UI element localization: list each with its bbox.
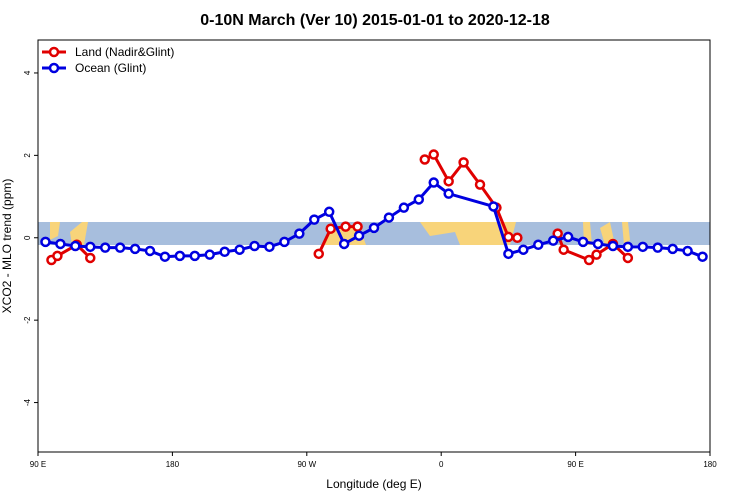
- point: [114, 242, 126, 253]
- point: [219, 246, 230, 258]
- point: [129, 243, 141, 255]
- point: [52, 250, 63, 262]
- point: [558, 244, 569, 255]
- point: [512, 232, 523, 244]
- point: [667, 243, 678, 255]
- point: [340, 221, 351, 232]
- point: [40, 236, 51, 248]
- x-tick-label: 0: [439, 460, 444, 469]
- x-tick-label: 90 E: [567, 460, 583, 469]
- x-tick-label: 180: [166, 460, 180, 469]
- point: [413, 194, 425, 205]
- point: [637, 241, 649, 253]
- y-tick-label: -4: [23, 398, 32, 406]
- x-axis-label: Longitude (deg E): [326, 477, 421, 491]
- point: [443, 176, 454, 187]
- point: [503, 248, 514, 260]
- point: [622, 241, 634, 253]
- y-tick-label: -2: [23, 316, 32, 324]
- point: [353, 230, 365, 241]
- point: [85, 241, 96, 253]
- point: [204, 249, 215, 260]
- y-tick-label: 2: [23, 153, 32, 158]
- point: [70, 240, 81, 252]
- point: [352, 221, 363, 232]
- point: [562, 231, 574, 243]
- point: [159, 251, 171, 262]
- point: [249, 240, 260, 252]
- point: [99, 242, 111, 253]
- point: [174, 250, 186, 262]
- point: [383, 212, 395, 223]
- point: [323, 206, 335, 218]
- x-tick-label: 90 W: [297, 460, 316, 469]
- point: [547, 235, 559, 246]
- y-tick-label: 0: [23, 235, 32, 240]
- x-tick-label: 180: [703, 460, 717, 469]
- point: [325, 223, 336, 234]
- legend-marker: [48, 62, 60, 74]
- point: [338, 238, 350, 250]
- point: [55, 238, 66, 250]
- point: [552, 228, 563, 239]
- point: [443, 188, 454, 199]
- point: [577, 236, 589, 248]
- point: [474, 179, 486, 190]
- point: [518, 244, 529, 255]
- point: [419, 154, 431, 165]
- y-tick-label: 4: [23, 70, 32, 75]
- point: [428, 177, 439, 188]
- point: [697, 251, 708, 262]
- point: [533, 239, 544, 251]
- point: [398, 202, 410, 213]
- point: [488, 201, 499, 212]
- point: [592, 238, 604, 250]
- point: [682, 245, 693, 257]
- point: [309, 214, 320, 225]
- point: [313, 248, 324, 260]
- point: [189, 250, 201, 262]
- point: [144, 245, 156, 257]
- legend-label: Land (Nadir&Glint): [75, 45, 174, 59]
- point: [622, 252, 634, 264]
- series-line: [45, 180, 704, 259]
- plot-frame: [37, 39, 711, 453]
- point: [458, 157, 469, 168]
- point: [591, 249, 602, 260]
- point: [294, 228, 305, 239]
- point: [503, 231, 514, 243]
- y-axis-label: XCO2 - MLO trend (ppm): [0, 179, 14, 314]
- map-ocean: [38, 222, 710, 245]
- point: [264, 241, 275, 253]
- point: [234, 244, 245, 255]
- x-tick-label: 90 E: [30, 460, 46, 469]
- chart-title: 0-10N March (Ver 10) 2015-01-01 to 2020-…: [200, 12, 550, 29]
- point: [368, 222, 380, 234]
- point: [279, 236, 290, 248]
- point: [85, 252, 96, 264]
- legend-marker: [48, 46, 60, 58]
- point: [652, 242, 663, 253]
- point: [583, 254, 595, 266]
- point: [428, 149, 439, 160]
- point: [607, 240, 619, 252]
- legend-label: Ocean (Glint): [75, 61, 146, 75]
